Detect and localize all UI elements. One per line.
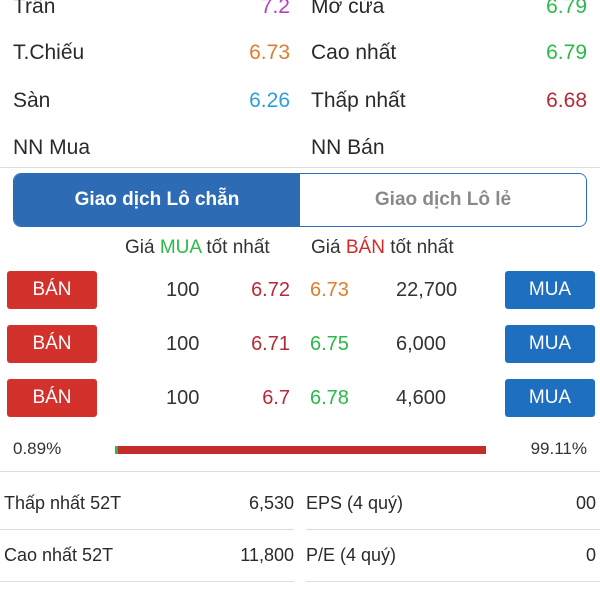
bid-price: 6.72 [251, 279, 290, 301]
high-label: Cao nhất [311, 41, 397, 64]
eps-label: EPS (4 quý) [306, 493, 404, 513]
best-bid-header-suffix: tốt nhất [201, 237, 270, 258]
ask-price: 6.73 [310, 279, 349, 301]
sell-button[interactable]: BÁN [7, 379, 97, 417]
ask-price: 6.75 [310, 333, 349, 355]
reference-value: 6.73 [249, 41, 290, 64]
bid-volume: 100 [166, 333, 200, 355]
low-52w-label: Thấp nhất 52T [4, 493, 122, 513]
divider [0, 471, 600, 472]
buy-button[interactable]: MUA [505, 379, 595, 417]
low-value: 6.68 [546, 89, 587, 112]
divider [306, 529, 600, 530]
bid-price: 6.7 [262, 387, 290, 409]
buy-button[interactable]: MUA [505, 325, 595, 363]
best-bid-header-side: MUA [159, 237, 202, 258]
foreign-sell-label: NN Bán [311, 136, 385, 159]
divider [0, 167, 600, 168]
pe-label: P/E (4 quý) [306, 545, 397, 565]
ceiling-label: Trần [13, 0, 56, 18]
reference-label: T.Chiếu [13, 41, 85, 64]
high-52w-value: 11,800 [240, 545, 294, 565]
best-ask-header-suffix: tốt nhất [384, 237, 454, 258]
open-label: Mở cửa [311, 0, 385, 18]
best-bid-header: Giá MUA tốt nhất [125, 237, 270, 259]
low-52w-value: 6,530 [248, 493, 294, 513]
tab-board-lot[interactable]: Giao dịch Lô chẵn [14, 174, 300, 226]
foreign-buy-label: NN Mua [13, 136, 91, 159]
best-ask-header: Giá BÁN tốt nhất [311, 237, 454, 259]
ask-price: 6.78 [310, 387, 349, 409]
eps-value: 00 [575, 493, 596, 513]
tab-odd-lot[interactable]: Giao dịch Lô lẻ [300, 174, 586, 226]
sell-button[interactable]: BÁN [7, 271, 97, 309]
ask-volume: 4,600 [396, 387, 447, 409]
floor-label: Sàn [13, 89, 51, 112]
bid-volume: 100 [166, 279, 200, 301]
best-ask-header-prefix: Giá [311, 237, 346, 258]
bid-volume: 100 [166, 387, 200, 409]
divider [0, 581, 294, 582]
sell-button[interactable]: BÁN [7, 325, 97, 363]
divider [306, 581, 600, 582]
divider [0, 529, 294, 530]
bid-price: 6.71 [251, 333, 290, 355]
floor-value: 6.26 [249, 89, 290, 112]
high-value: 6.79 [546, 41, 587, 64]
open-value: 6.79 [546, 0, 587, 18]
buy-button[interactable]: MUA [505, 271, 595, 309]
high-52w-label: Cao nhất 52T [4, 545, 114, 565]
ratio-bar-buy-fill [115, 446, 119, 454]
lot-tabs: Giao dịch Lô chẵn Giao dịch Lô lẻ [13, 173, 587, 227]
ceiling-value: 7.2 [260, 0, 290, 18]
ask-volume: 22,700 [396, 279, 458, 301]
best-bid-header-prefix: Giá [125, 237, 160, 258]
pe-value: 0 [585, 545, 596, 565]
best-ask-header-side: BÁN [345, 237, 385, 258]
ratio-bar [115, 446, 486, 454]
ask-volume: 6,000 [396, 333, 447, 355]
low-label: Thấp nhất [311, 89, 406, 112]
buy-ratio-text: 0.89% [13, 439, 62, 458]
sell-ratio-text: 99.11% [530, 439, 587, 458]
